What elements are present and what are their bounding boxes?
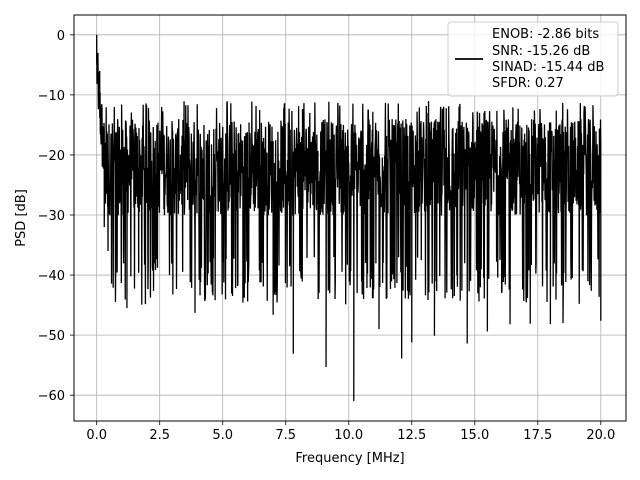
y-tick-label: −10: [38, 89, 65, 104]
legend: ENOB: -2.86 bits SNR: -15.26 dB SINAD: -…: [447, 21, 619, 97]
legend-box: [447, 21, 619, 97]
tick-layer: 0.0 2.5 5.0 7.5 10.0 12.5 15.0 17.5 20.0 0 −10 −20 −…: [38, 29, 616, 443]
x-tick-label: 7.5: [275, 428, 296, 443]
x-tick-label: 20.0: [586, 428, 615, 443]
y-axis-label: PSD [dB]: [14, 189, 29, 247]
x-tick-label: 0.0: [86, 428, 107, 443]
x-tick-label: 15.0: [460, 428, 489, 443]
y-tick-label: −50: [38, 329, 65, 344]
x-axis-label: Frequency [MHz]: [295, 451, 404, 466]
series-layer: [96, 34, 602, 402]
legend-enob: ENOB: -2.86 bits: [492, 27, 599, 42]
y-tick-label: −20: [38, 149, 65, 164]
x-tick-label: 10.0: [334, 428, 363, 443]
legend-snr: SNR: -15.26 dB: [492, 44, 590, 59]
x-tick-label: 12.5: [397, 428, 426, 443]
y-tick-label: −30: [38, 209, 65, 224]
psd-series-line: [96, 34, 602, 402]
x-tick-label: 5.0: [212, 428, 233, 443]
legend-sinad: SINAD: -15.44 dB: [492, 60, 604, 75]
x-tick-label: 17.5: [523, 428, 552, 443]
axes-frame: [73, 14, 627, 422]
y-tick-label: −60: [38, 389, 65, 404]
x-tick-label: 2.5: [149, 428, 170, 443]
y-tick-label: −40: [38, 269, 65, 284]
legend-sfdr: SFDR: 0.27: [492, 76, 564, 91]
y-tick-label: 0: [57, 29, 65, 44]
